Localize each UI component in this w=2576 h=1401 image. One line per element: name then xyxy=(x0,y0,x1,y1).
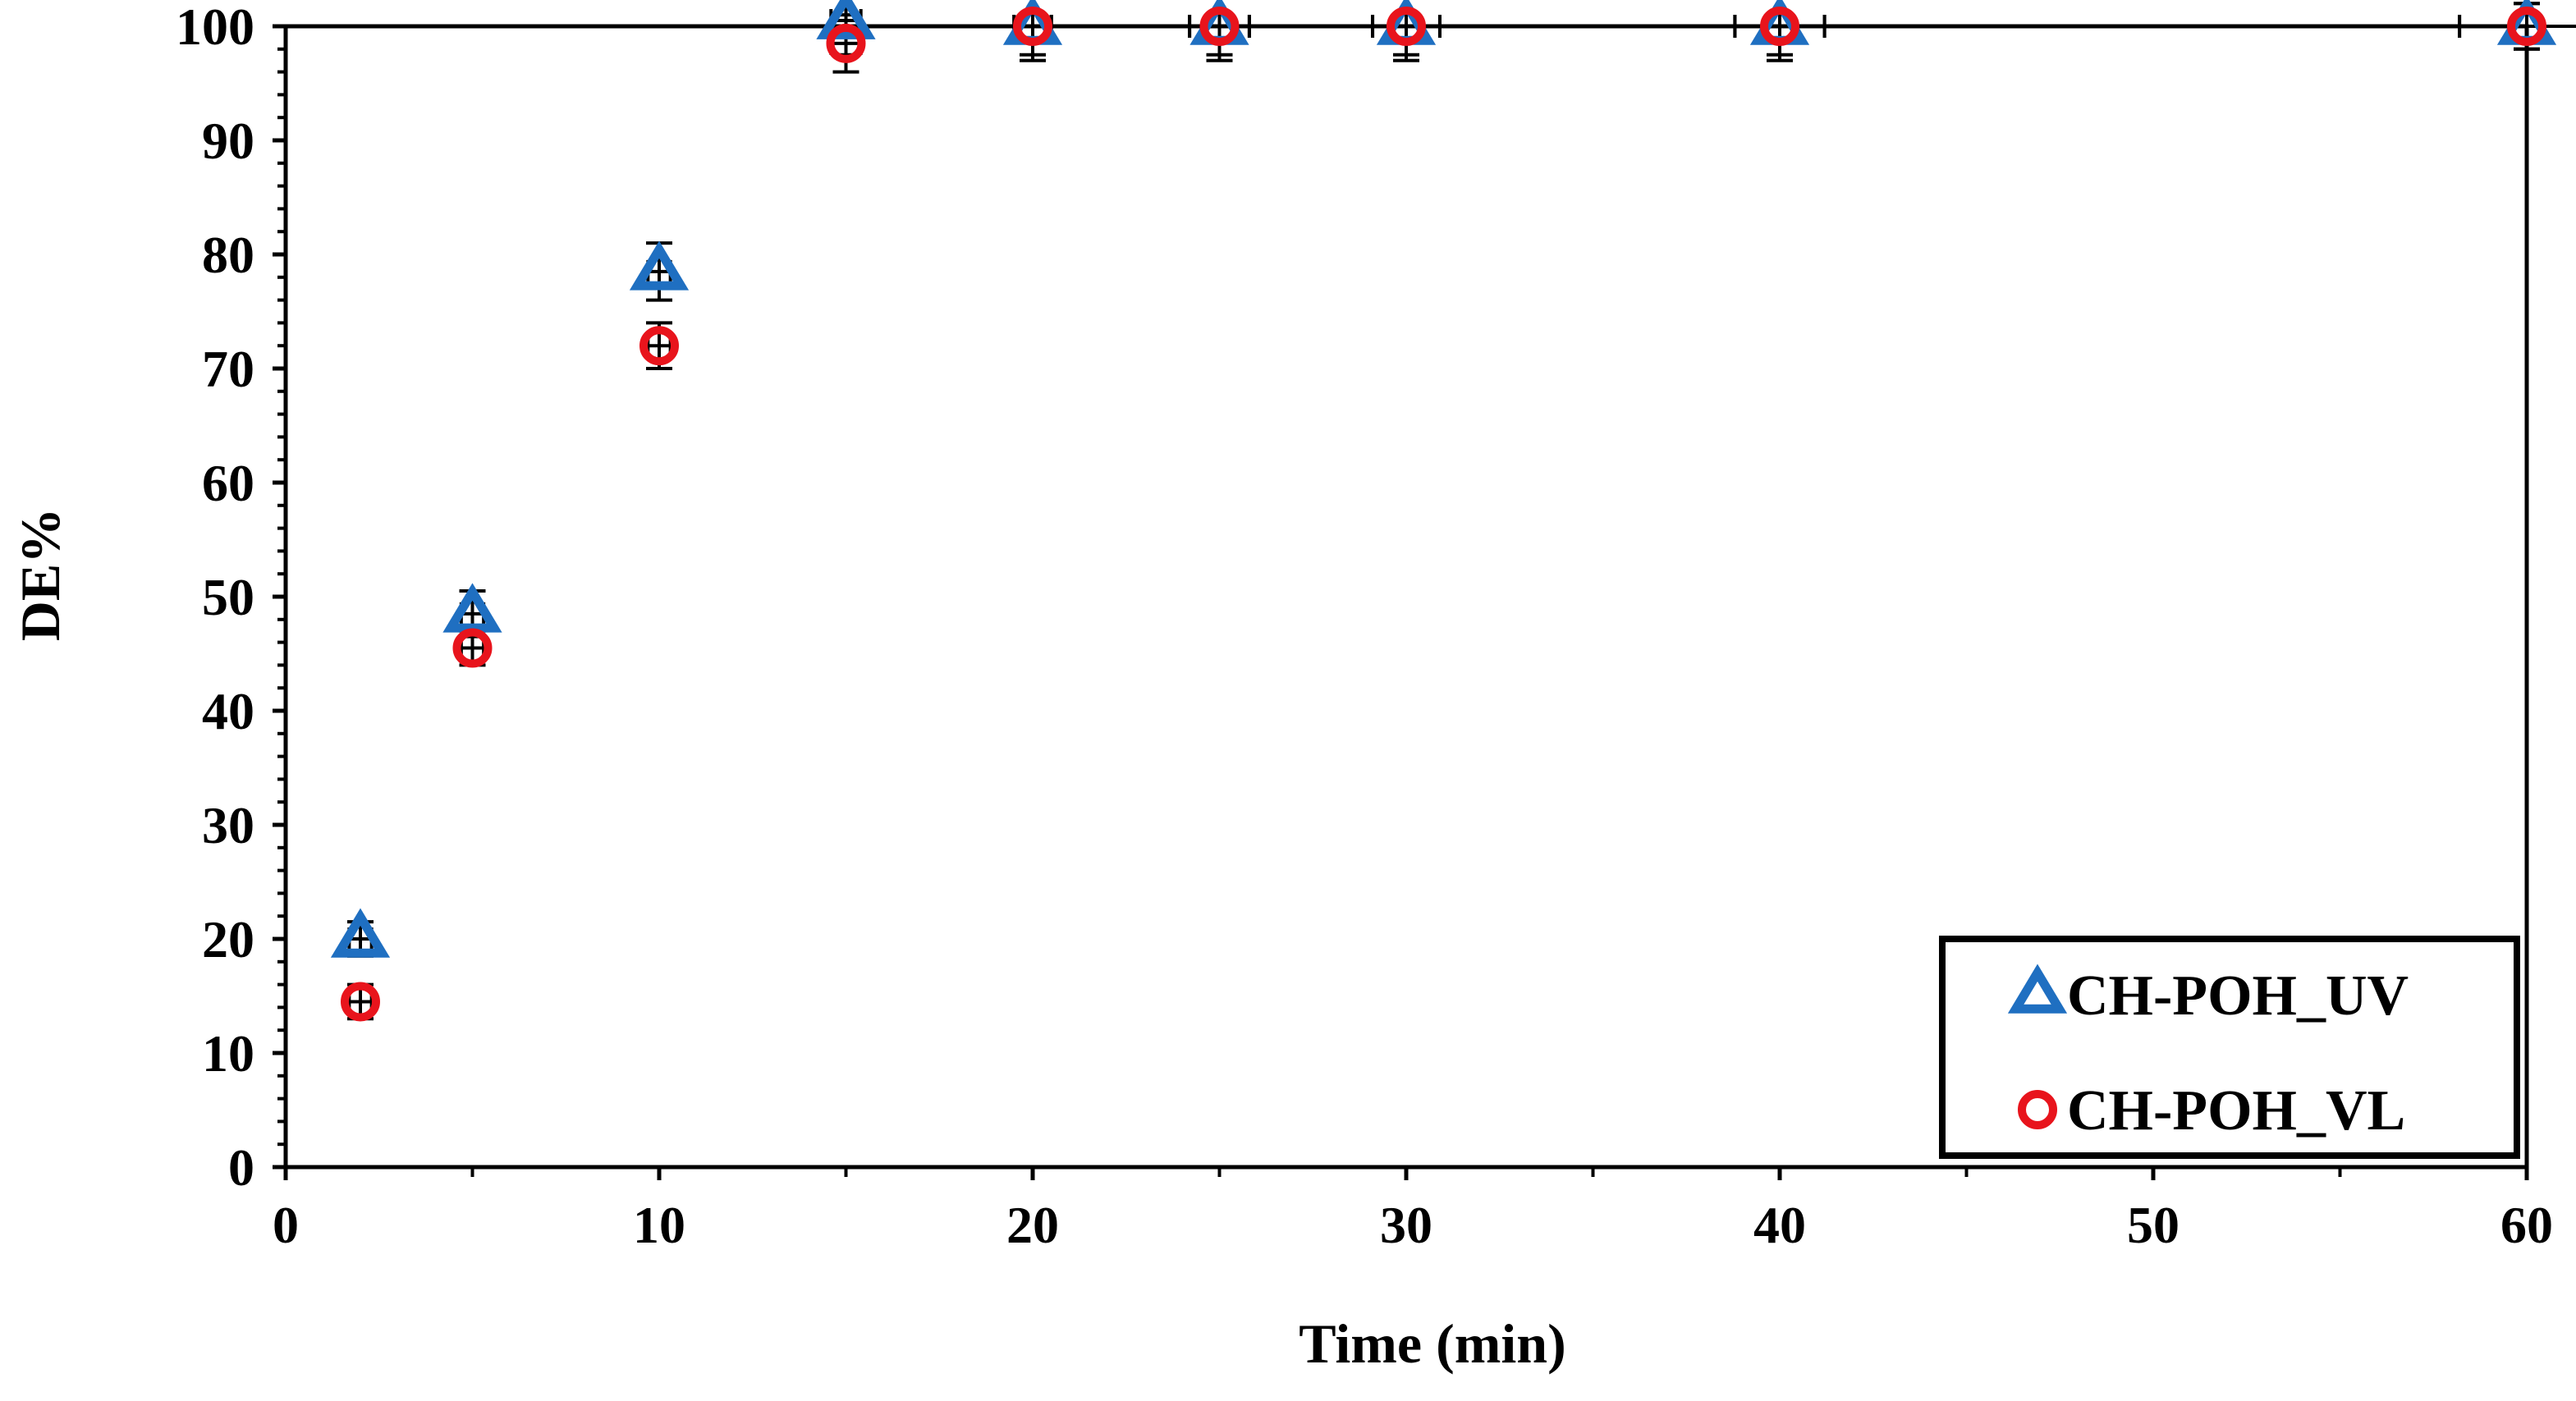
legend-marker-ch-poh-vl xyxy=(2018,1090,2057,1129)
point-ch-poh-uv xyxy=(442,583,502,633)
y-tick-label: 20 xyxy=(202,910,254,968)
point-ch-poh-uv xyxy=(629,240,690,291)
legend: CH-POH_UV CH-POH_VL xyxy=(1939,936,2520,1159)
y-axis-title: DE% xyxy=(9,508,71,641)
point-ch-poh-vl xyxy=(341,982,380,1022)
point-ch-poh-vl xyxy=(639,326,679,366)
point-ch-poh-vl xyxy=(2507,7,2546,46)
y-tick-label: 0 xyxy=(228,1138,254,1197)
point-ch-poh-vl xyxy=(826,23,866,63)
point-ch-poh-vl xyxy=(1387,7,1426,46)
x-tick-label: 10 xyxy=(633,1196,685,1254)
point-ch-poh-uv xyxy=(816,0,876,39)
x-tick-label: 20 xyxy=(1006,1196,1059,1254)
y-tick-label: 70 xyxy=(202,340,254,398)
y-tick-label: 30 xyxy=(202,796,254,854)
point-ch-poh-vl xyxy=(1199,7,1240,46)
x-tick-label: 30 xyxy=(1380,1196,1432,1254)
y-tick-label: 50 xyxy=(202,568,254,626)
y-tick-label: 10 xyxy=(202,1024,254,1083)
y-tick-label: 40 xyxy=(202,682,254,740)
x-tick-label: 50 xyxy=(2127,1196,2180,1254)
y-tick-label: 90 xyxy=(202,112,254,170)
point-ch-poh-uv xyxy=(330,908,391,958)
y-tick-label: 80 xyxy=(202,226,254,284)
legend-marker-ch-poh-uv xyxy=(2007,964,2068,1014)
x-axis-title: Time (min) xyxy=(1299,1312,1566,1375)
point-ch-poh-vl xyxy=(1013,7,1052,46)
x-tick-label: 0 xyxy=(273,1196,299,1254)
y-tick-label: 100 xyxy=(176,0,254,56)
legend-label-ch-poh-vl: CH-POH_VL xyxy=(2067,1079,2405,1142)
point-ch-poh-vl xyxy=(452,628,493,668)
x-tick-label: 40 xyxy=(1753,1196,1806,1254)
point-ch-poh-vl xyxy=(1760,7,1799,46)
y-tick-label: 60 xyxy=(202,454,254,512)
legend-label-ch-poh-uv: CH-POH_UV xyxy=(2067,964,2409,1028)
x-tick-label: 60 xyxy=(2500,1196,2553,1254)
